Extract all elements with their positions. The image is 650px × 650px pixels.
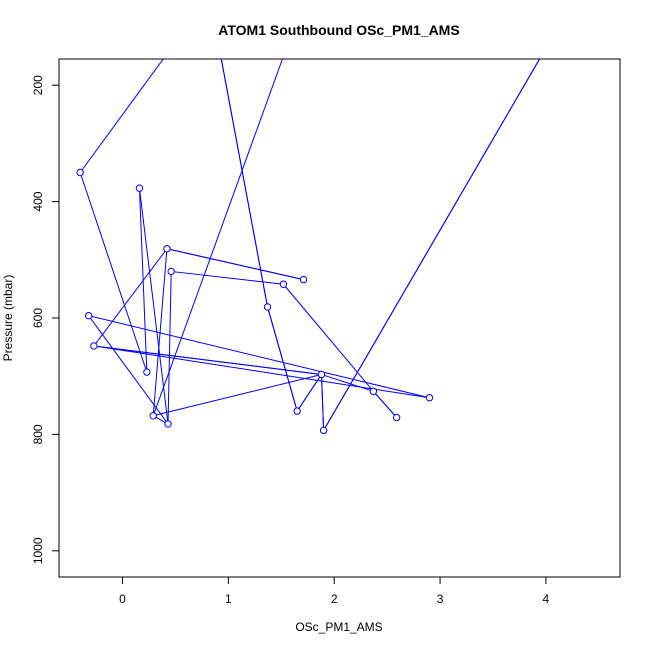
data-point — [90, 342, 98, 350]
series-segment — [93, 248, 168, 347]
data-point — [135, 184, 144, 192]
plot-frame — [58, 58, 621, 578]
series-segment — [171, 270, 284, 285]
data-point — [167, 267, 175, 276]
x-axis-title: OSc_PM1_AMS — [295, 620, 382, 634]
series-segment — [372, 391, 398, 418]
x-tick-label: 3 — [437, 592, 444, 606]
data-point — [163, 245, 171, 253]
series-segment — [138, 188, 169, 424]
y-tick-label: 1000 — [31, 537, 45, 564]
data-point — [392, 413, 401, 422]
data-point — [164, 420, 172, 428]
series-segment — [321, 373, 374, 392]
y-tick-label: 400 — [31, 191, 45, 211]
marker-layer — [76, 168, 434, 435]
x-tick-label: 2 — [331, 592, 338, 606]
series-segment — [283, 283, 374, 392]
data-point — [299, 275, 308, 284]
series-segment — [220, 59, 269, 308]
series-segment — [323, 59, 541, 431]
series-segment — [153, 373, 322, 417]
data-point — [425, 394, 434, 402]
chart-title: ATOM1 Southbound OSc_PM1_AMS — [218, 22, 459, 38]
series-segment — [88, 315, 169, 425]
series-segment — [152, 59, 283, 416]
series-segment — [79, 172, 148, 373]
series-segment — [166, 248, 304, 281]
y-tick-label: 200 — [31, 75, 45, 95]
data-point — [149, 412, 157, 420]
data-point — [76, 168, 84, 177]
data-point — [317, 370, 326, 379]
data-point — [279, 280, 288, 288]
y-axis-title: Pressure (mbar) — [1, 275, 15, 362]
series-segment — [167, 271, 172, 424]
data-point — [263, 303, 272, 311]
x-tick-label: 4 — [543, 592, 550, 606]
x-axis: 0 1 2 3 4 — [119, 577, 550, 606]
series-segment — [321, 374, 325, 431]
y-tick-label: 600 — [31, 308, 45, 328]
y-axis: 200 400 600 800 1000 — [31, 75, 59, 564]
data-point — [293, 407, 301, 415]
series-layer — [79, 59, 541, 431]
x-tick-label: 0 — [119, 592, 126, 606]
series-segment — [296, 374, 322, 412]
series-segment — [88, 315, 430, 399]
data-point — [143, 368, 151, 376]
y-tick-label: 800 — [31, 424, 45, 444]
series-segment — [79, 59, 164, 173]
data-point — [369, 387, 378, 396]
series-segment — [267, 306, 298, 412]
series-segment — [152, 248, 168, 416]
x-tick-label: 1 — [225, 592, 232, 606]
series-segment — [93, 345, 322, 375]
data-point — [319, 426, 328, 435]
data-point — [84, 311, 93, 320]
